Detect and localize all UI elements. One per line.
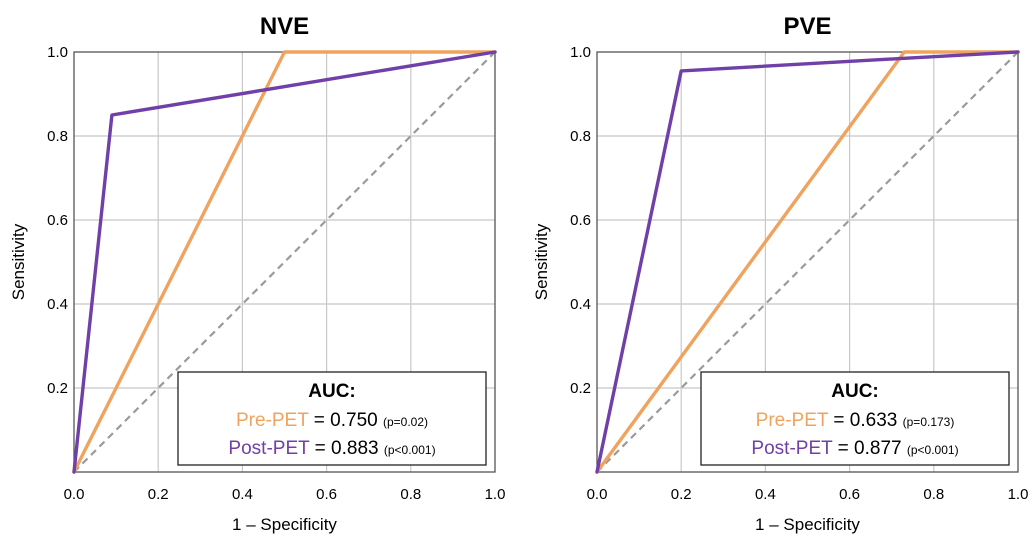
reference-diagonal [73, 51, 496, 473]
legend-box [177, 371, 487, 466]
chart-title: PVE [783, 13, 831, 40]
y-tick-label: 0.2 [47, 380, 68, 397]
x-tick-label: 0.6 [316, 486, 337, 503]
panel-pve: PVE 0.0 0.2 0.4 0.6 0.8 1.0 0.2 0.4 0.6 0.8 1.0 1 – … [532, 13, 1028, 534]
x-tick-label: 0.0 [64, 486, 85, 503]
y-tick-label: 0.6 [570, 212, 591, 229]
x-tick-label: 0.0 [587, 486, 608, 503]
x-tick-label: 0.4 [755, 486, 776, 503]
panel-nve: NVE 0.0 0.2 0.4 0.6 0.8 1.0 0.2 0.4 0.6 0.8 1.0 1 – … [9, 13, 505, 534]
y-tick-label: 0.4 [47, 296, 68, 313]
legend-series-name: Post-PET [228, 438, 310, 459]
y-axis-label: Sensitivity [532, 223, 551, 300]
x-tick-label: 1.0 [1008, 486, 1029, 503]
y-tick-label: 0.8 [570, 128, 591, 145]
legend-entry-post-pet: Post-PET = 0.877 (p<0.001) [751, 438, 958, 459]
x-tick-label: 0.2 [671, 486, 692, 503]
plot-frame [596, 51, 1019, 473]
legend-title: AUC: [308, 381, 356, 402]
legend-box [700, 371, 1010, 466]
legend-p-value: (p=0.173) [903, 415, 955, 429]
series-line-post-pet [595, 50, 1020, 474]
legend-p-value: (p<0.001) [907, 443, 959, 457]
series-line-pre-pet [595, 50, 1020, 474]
legend-auc-value: = 0.633 [828, 410, 902, 431]
legend-series-name: Post-PET [751, 438, 833, 459]
legend-auc-value: = 0.750 [309, 410, 383, 431]
series-line-post-pet [72, 50, 497, 474]
legend-series-name: Pre-PET [236, 410, 309, 431]
x-tick-label: 0.4 [232, 486, 253, 503]
auc-legend: AUC:Pre-PET = 0.633 (p=0.173)Post-PET = … [700, 371, 1010, 466]
x-tick-label: 1.0 [485, 486, 506, 503]
y-tick-label: 0.6 [47, 212, 68, 229]
x-tick-label: 0.8 [923, 486, 944, 503]
x-tick-label: 0.8 [400, 486, 421, 503]
x-axis-label: 1 – Specificity [755, 515, 860, 534]
y-axis-label: Sensitivity [9, 223, 28, 300]
legend-entry-post-pet: Post-PET = 0.883 (p<0.001) [228, 438, 435, 459]
legend-title: AUC: [831, 381, 879, 402]
x-tick-label: 0.2 [148, 486, 169, 503]
chart-title: NVE [260, 13, 309, 40]
legend-auc-value: = 0.877 [832, 438, 906, 459]
y-tick-label: 0.2 [570, 380, 591, 397]
y-tick-label: 0.8 [47, 128, 68, 145]
y-tick-label: 1.0 [47, 44, 68, 61]
legend-auc-value: = 0.883 [309, 438, 383, 459]
legend-entry-pre-pet: Pre-PET = 0.633 (p=0.173) [756, 410, 955, 431]
y-tick-label: 0.4 [570, 296, 591, 313]
series-line-pre-pet [72, 50, 497, 474]
reference-diagonal [596, 51, 1019, 473]
x-tick-label: 0.6 [839, 486, 860, 503]
x-axis-label: 1 – Specificity [232, 515, 337, 534]
y-tick-label: 1.0 [570, 44, 591, 61]
legend-entry-pre-pet: Pre-PET = 0.750 (p=0.02) [236, 410, 428, 431]
legend-p-value: (p=0.02) [383, 415, 428, 429]
legend-p-value: (p<0.001) [384, 443, 436, 457]
legend-series-name: Pre-PET [756, 410, 829, 431]
auc-legend: AUC: Pre-PET = 0.750 (p=0.02) Post-PET = 0… [177, 371, 487, 466]
